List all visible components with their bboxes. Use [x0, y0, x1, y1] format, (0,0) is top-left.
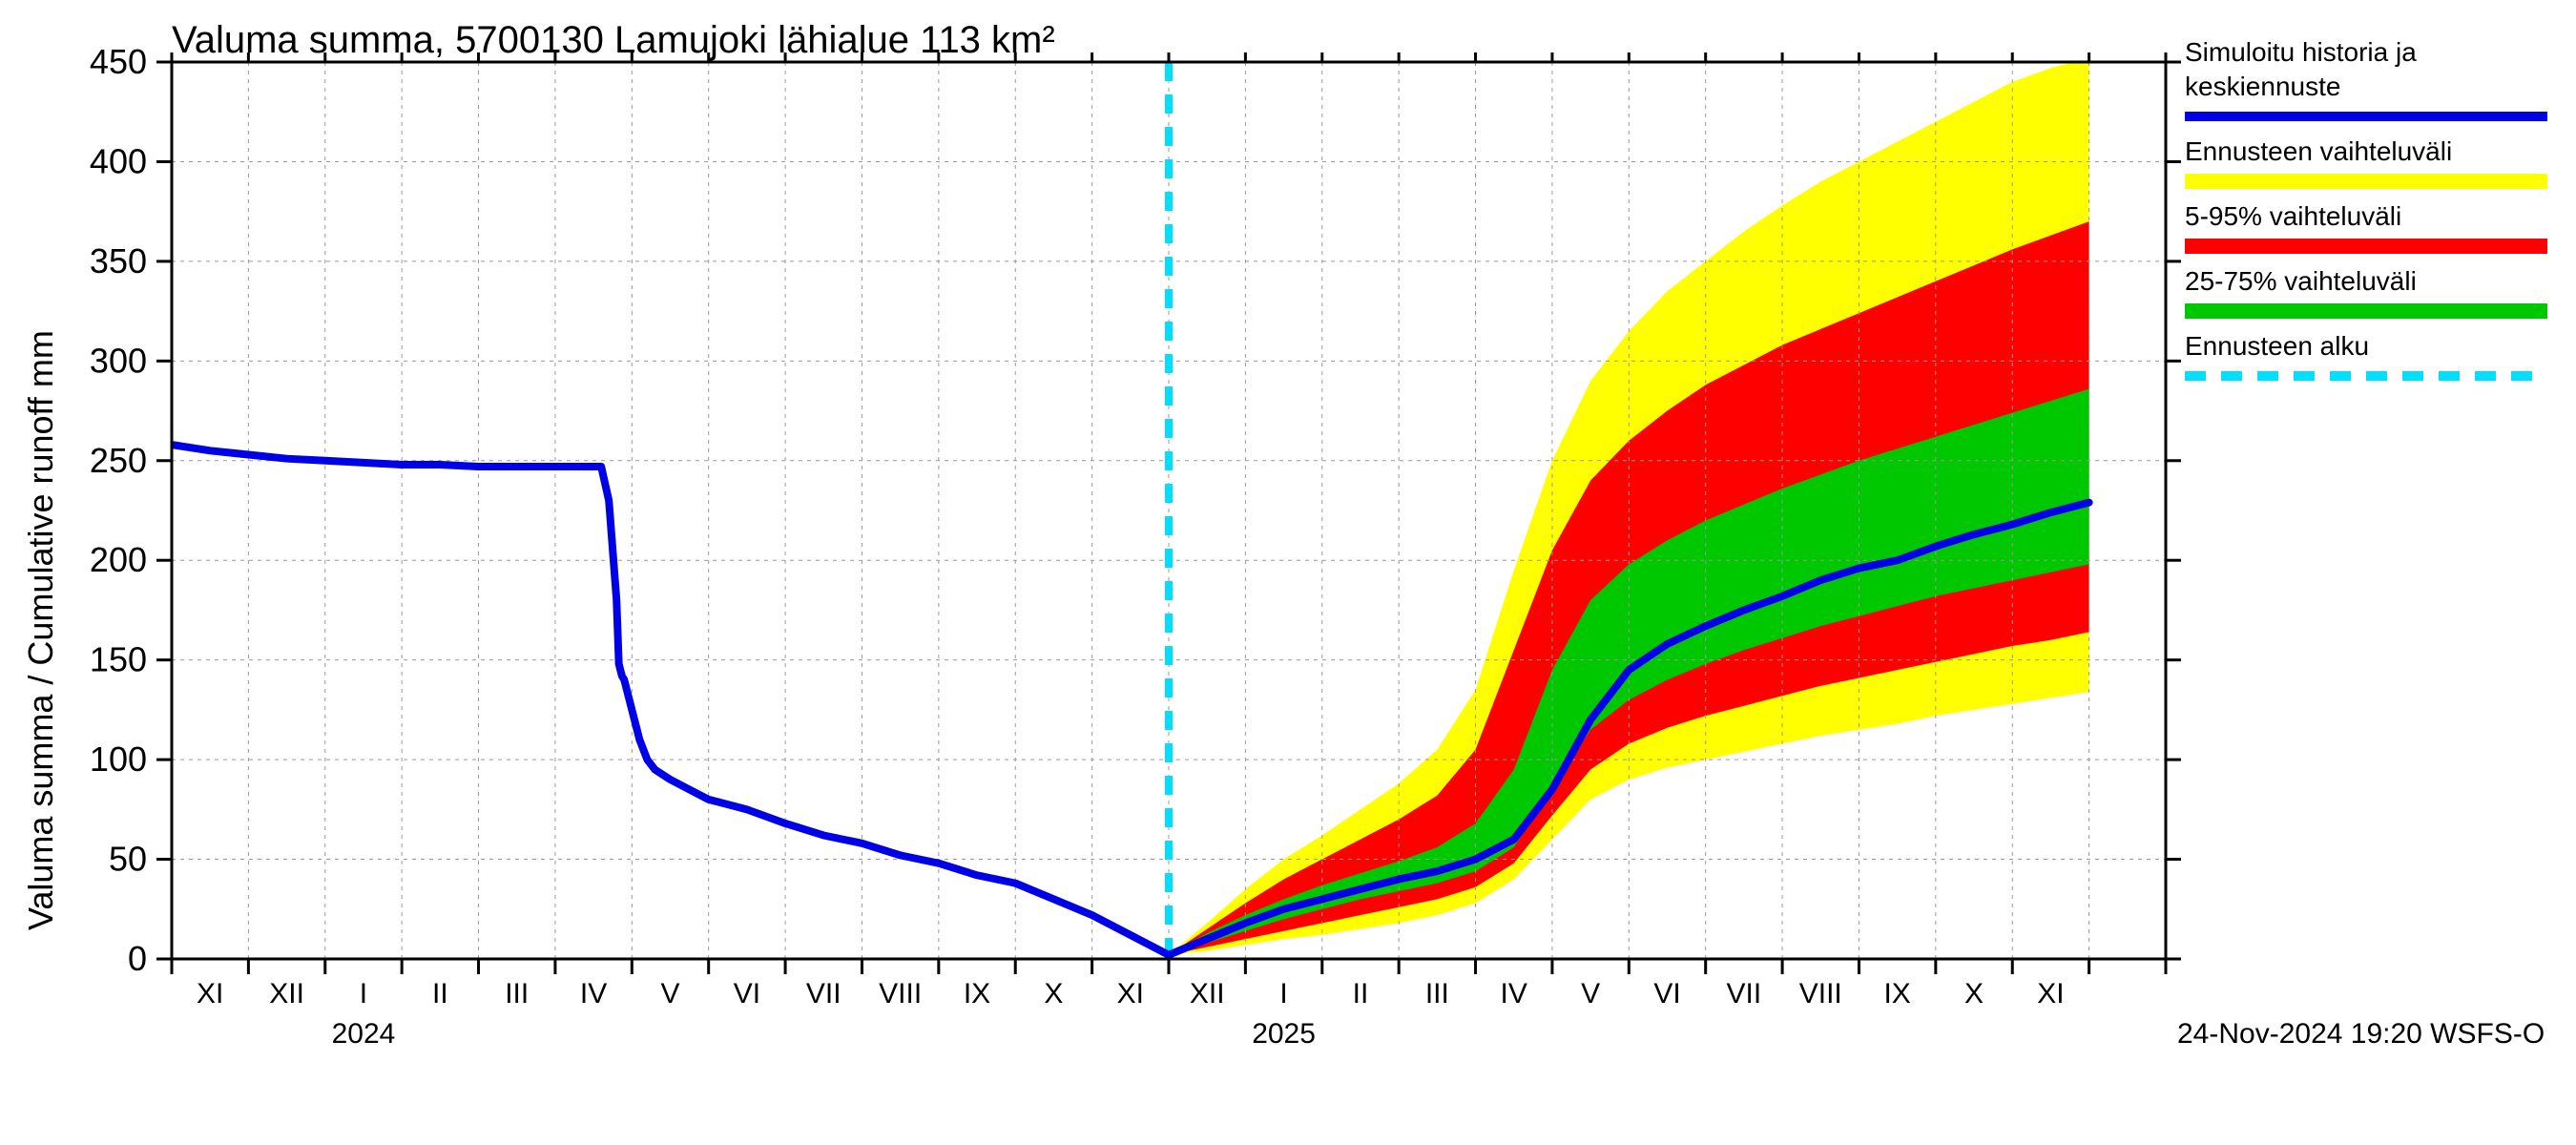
legend-label: keskiennuste: [2185, 72, 2340, 101]
xtick-label: IX: [964, 978, 990, 1010]
xtick-label: V: [660, 978, 679, 1010]
xtick-label: XI: [197, 978, 223, 1010]
xtick-label: II: [1353, 978, 1369, 1010]
xtick-label: VI: [734, 978, 760, 1010]
legend-swatch: [2185, 174, 2547, 189]
xtick-label: VII: [1727, 978, 1762, 1010]
xtick-label: XI: [1117, 978, 1144, 1010]
xtick-label: VI: [1653, 978, 1680, 1010]
xtick-label: III: [1425, 978, 1449, 1010]
xtick-label: X: [1964, 978, 1984, 1010]
legend-label: 25-75% vaihteluväli: [2185, 266, 2417, 296]
ytick-label: 400: [90, 141, 147, 180]
ytick-label: 200: [90, 540, 147, 579]
xtick-label: VIII: [1799, 978, 1842, 1010]
chart-legend: Simuloitu historia ja keskiennuste Ennuste…: [2185, 37, 2547, 376]
ytick-label: 50: [109, 840, 147, 879]
year-label: 2025: [1252, 1018, 1316, 1050]
chart-footer: 24-Nov-2024 19:20 WSFS-O: [2177, 1018, 2545, 1050]
y-axis-label: Valuma summa / Cumulative runoff mm: [21, 330, 60, 930]
xtick-label: VIII: [879, 978, 922, 1010]
legend-label: Simuloitu historia ja: [2185, 37, 2417, 67]
xtick-label: V: [1581, 978, 1600, 1010]
xtick-label: I: [1279, 978, 1287, 1010]
chart-title: Valuma summa, 5700130 Lamujoki lähialue …: [172, 19, 1055, 61]
ytick-label: 100: [90, 739, 147, 779]
xtick-label: IV: [1501, 978, 1527, 1010]
xtick-label: IV: [580, 978, 607, 1010]
runoff-chart: 050100150200250300350400450 XIXIIIIIIIII…: [0, 0, 2576, 1145]
legend-swatch: [2185, 303, 2547, 319]
xtick-label: XI: [2037, 978, 2064, 1010]
legend-label: Ennusteen vaihteluväli: [2185, 136, 2452, 166]
legend-label: Ennusteen alku: [2185, 331, 2369, 361]
legend-swatch: [2185, 239, 2547, 254]
legend-label: 5-95% vaihteluväli: [2185, 201, 2401, 231]
ytick-label: 350: [90, 241, 147, 281]
xtick-label: VII: [806, 978, 841, 1010]
xtick-label: II: [432, 978, 448, 1010]
year-label: 2024: [332, 1018, 396, 1050]
xtick-label: XII: [1190, 978, 1225, 1010]
ytick-label: 250: [90, 441, 147, 480]
ytick-label: 150: [90, 640, 147, 679]
xtick-label: III: [505, 978, 529, 1010]
ytick-label: 300: [90, 341, 147, 380]
xtick-label: XII: [269, 978, 304, 1010]
ytick-label: 450: [90, 42, 147, 81]
ytick-label: 0: [128, 939, 147, 978]
xtick-label: X: [1044, 978, 1063, 1010]
xtick-label: I: [360, 978, 367, 1010]
xtick-label: IX: [1883, 978, 1910, 1010]
